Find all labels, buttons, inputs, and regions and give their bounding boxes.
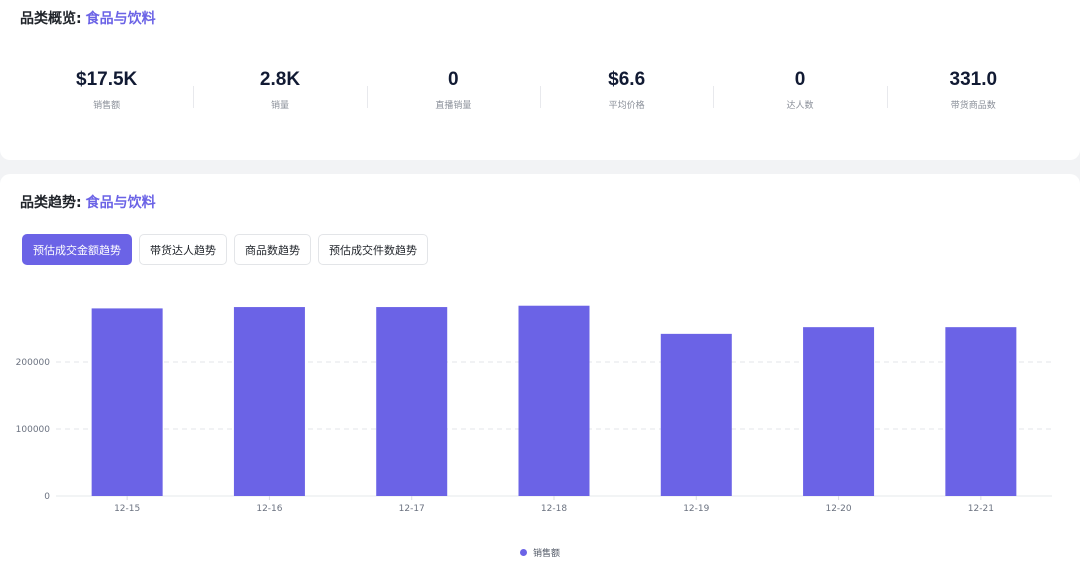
trend-title: 品类趋势: 食品与饮料 bbox=[20, 192, 156, 212]
x-tick-label: 12-16 bbox=[256, 504, 282, 514]
y-tick-label: 100000 bbox=[16, 425, 51, 435]
stat-product-count: 331.0 带货商品数 bbox=[886, 66, 1060, 116]
tab-estimated-gmv-trend[interactable]: 预估成交金额趋势 bbox=[22, 234, 132, 265]
stat-sales-amount: $17.5K 销售额 bbox=[20, 66, 193, 116]
stat-average-price: $6.6 平均价格 bbox=[539, 66, 713, 116]
legend-dot-icon bbox=[519, 549, 527, 556]
stat-label: 带货商品数 bbox=[950, 101, 996, 111]
x-tick-label: 12-17 bbox=[399, 504, 425, 514]
stat-value: $17.5K bbox=[76, 69, 138, 90]
bar-12-20 bbox=[803, 327, 875, 496]
stats-row: $17.5K 销售额 2.8K 销量 0 直播销量 $6.6 平均价格 0 达人… bbox=[20, 66, 1060, 116]
x-tick-label: 12-21 bbox=[968, 504, 994, 514]
overview-title-prefix: 品类概览: bbox=[20, 11, 82, 27]
trend-card: 品类趋势: 食品与饮料 预估成交金额趋势 带货达人趋势 商品数趋势 预估成交件数… bbox=[0, 174, 1080, 585]
trend-tabs: 预估成交金额趋势 带货达人趋势 商品数趋势 预估成交件数趋势 bbox=[22, 234, 428, 265]
tab-product-count-trend[interactable]: 商品数趋势 bbox=[234, 234, 311, 265]
stat-value: 0 bbox=[794, 69, 806, 90]
overview-card: 品类概览: 食品与饮料 $17.5K 销售额 2.8K 销量 0 直播销量 $6… bbox=[0, 0, 1080, 160]
x-tick-label: 12-19 bbox=[683, 504, 709, 514]
stat-value: 2.8K bbox=[259, 69, 301, 90]
stat-label: 直播销量 bbox=[435, 101, 472, 111]
legend-label: 销售额 bbox=[532, 549, 560, 559]
stat-label: 销量 bbox=[270, 101, 289, 111]
x-tick-label: 12-20 bbox=[825, 504, 851, 514]
stat-live-sales: 0 直播销量 bbox=[366, 66, 540, 116]
tab-influencer-trend[interactable]: 带货达人趋势 bbox=[139, 234, 227, 265]
y-tick-label: 200000 bbox=[16, 358, 51, 368]
bar-12-21 bbox=[945, 327, 1017, 496]
bar-12-17 bbox=[376, 307, 448, 496]
chart-legend[interactable]: 销售额 bbox=[0, 546, 1080, 559]
stat-label: 平均价格 bbox=[608, 101, 645, 111]
overview-title: 品类概览: 食品与饮料 bbox=[20, 8, 156, 28]
stat-value: 0 bbox=[448, 69, 459, 90]
x-tick-label: 12-18 bbox=[541, 504, 567, 514]
bar-12-16 bbox=[233, 307, 305, 496]
bar-12-15 bbox=[91, 308, 163, 496]
x-tick-label: 12-15 bbox=[114, 504, 140, 514]
tab-estimated-units-trend[interactable]: 预估成交件数趋势 bbox=[318, 234, 428, 265]
trend-category: 食品与饮料 bbox=[85, 195, 156, 211]
bar-12-18 bbox=[518, 305, 590, 496]
bar-12-19 bbox=[660, 333, 732, 496]
y-tick-label: 0 bbox=[44, 492, 50, 502]
sales-bar-chart: 0 100000 200000 12-15 12-16 12-17 12-18 12-19 12… bbox=[16, 305, 1052, 514]
stat-influencer-count: 0 达人数 bbox=[713, 66, 886, 116]
stat-label: 达人数 bbox=[786, 101, 814, 111]
stat-value: $6.6 bbox=[608, 69, 646, 90]
stat-label: 销售额 bbox=[93, 101, 121, 111]
stat-sales-volume: 2.8K 销量 bbox=[193, 66, 366, 116]
trend-title-prefix: 品类趋势: bbox=[20, 195, 82, 211]
overview-category: 食品与饮料 bbox=[85, 11, 156, 27]
stat-value: 331.0 bbox=[949, 69, 998, 90]
